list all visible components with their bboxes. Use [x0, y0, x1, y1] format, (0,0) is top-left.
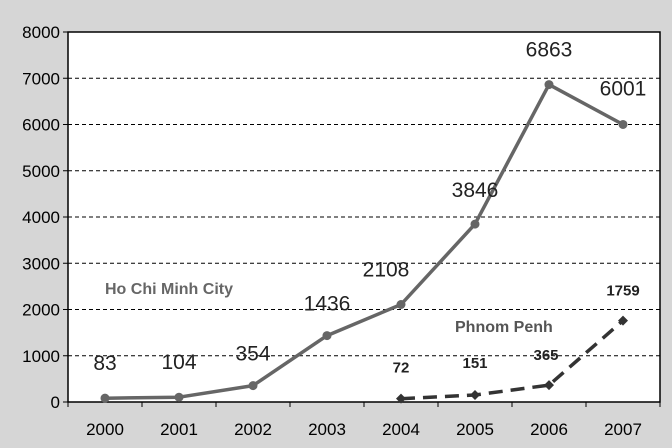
- y-tick-label: 1000: [22, 347, 60, 366]
- data-point: [544, 380, 554, 391]
- data-label: 1759: [606, 283, 639, 300]
- y-tick-label: 8000: [22, 23, 60, 42]
- x-tick-label: 2001: [160, 420, 198, 439]
- series-label-ho-chi-minh-city: Ho Chi Minh City: [105, 281, 233, 298]
- y-tick-label: 0: [51, 393, 60, 412]
- data-label: 151: [462, 355, 487, 372]
- data-point: [100, 393, 110, 403]
- gridlines: [68, 77, 660, 357]
- x-tick-label: 2003: [308, 420, 346, 439]
- data-point: [470, 390, 480, 401]
- data-label: 354: [235, 343, 270, 366]
- y-tick-label: 3000: [22, 254, 60, 273]
- data-point: [618, 315, 628, 326]
- data-label: 104: [161, 351, 196, 374]
- data-point: [396, 393, 406, 404]
- x-tick-label: 2004: [382, 420, 420, 439]
- data-point: [322, 331, 332, 341]
- data-point: [174, 392, 184, 402]
- data-label: 6001: [600, 77, 647, 100]
- y-tick-label: 6000: [22, 116, 60, 135]
- series: [100, 80, 628, 404]
- data-label: 72: [393, 360, 410, 377]
- data-label: 83: [93, 352, 116, 375]
- data-point: [248, 381, 258, 391]
- data-point: [396, 300, 406, 310]
- x-tick-label: 2006: [530, 420, 568, 439]
- series-line: [104, 82, 624, 400]
- x-tick-label: 2005: [456, 420, 494, 439]
- x-tick-label: 2002: [234, 420, 272, 439]
- x-tick-label: 2000: [86, 420, 124, 439]
- y-tick-label: 7000: [22, 69, 60, 88]
- series-label-phnom-penh: Phnom Penh: [455, 319, 553, 336]
- data-label: 3846: [452, 179, 499, 202]
- data-point: [470, 219, 480, 229]
- y-tick-label: 2000: [22, 301, 60, 320]
- series-line: [400, 319, 625, 401]
- y-tick-label: 4000: [22, 208, 60, 227]
- data-labels: 83 104 354 1436 2108 3846 6863 6001 72 151 365 1759…: [93, 39, 646, 377]
- axes: 0 1000 2000 3000 4000 5000 6000 7000 8000 2000 200…: [22, 23, 661, 439]
- data-label: 365: [533, 347, 558, 364]
- data-label: 2108: [363, 259, 410, 282]
- data-label: 1436: [304, 293, 351, 316]
- data-point: [618, 119, 628, 129]
- y-tick-label: 5000: [22, 162, 60, 181]
- x-tick-label: 2007: [604, 420, 642, 439]
- data-label: 6863: [526, 39, 573, 62]
- data-point: [544, 80, 554, 90]
